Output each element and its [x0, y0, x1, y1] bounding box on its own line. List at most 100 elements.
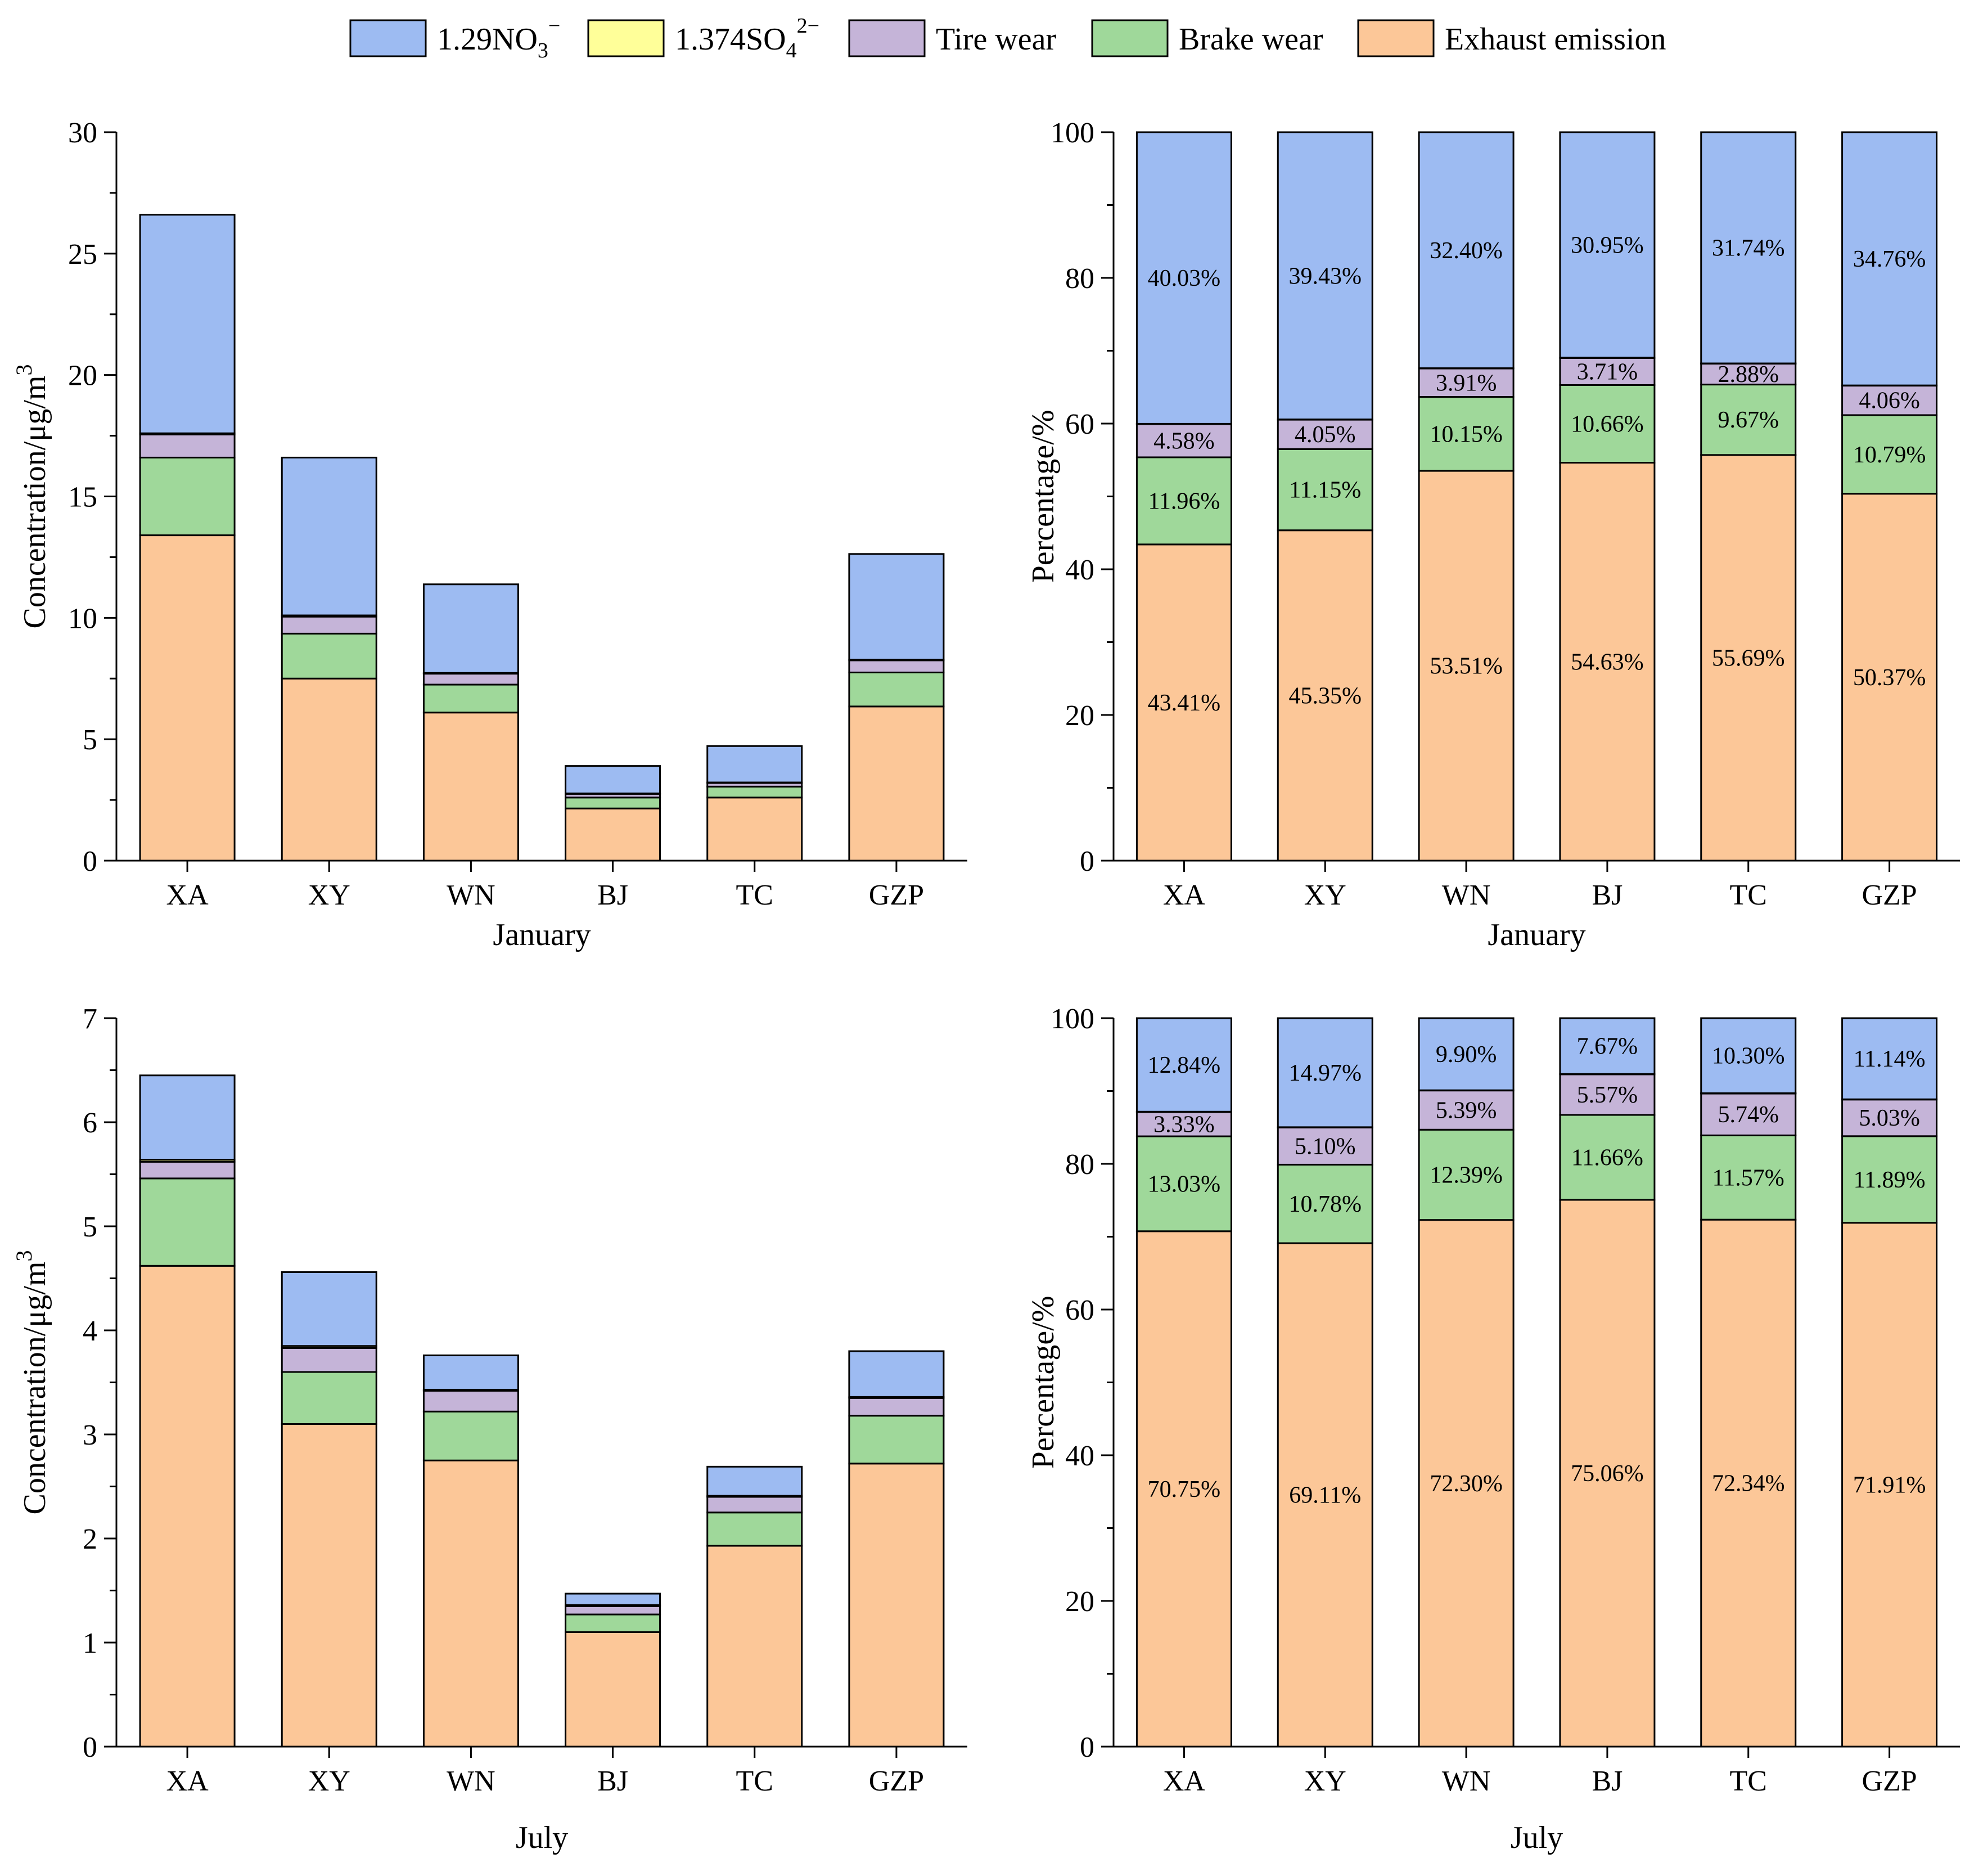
- bar-bj-no3: [565, 1592, 661, 1606]
- bar-xa-exhaust: [1135, 1230, 1232, 1748]
- bar-wn-exhaust: [422, 1459, 519, 1748]
- data-label-wn-exhaust: 72.30%: [1430, 1471, 1503, 1497]
- bar-gzp-brake: [1841, 414, 1938, 495]
- bar-tc-tire: [1700, 362, 1797, 386]
- legend-label-main: Exhaust emission: [1445, 22, 1666, 57]
- legend-label-superscript: 2−: [797, 14, 819, 38]
- data-label-gzp-exhaust: 50.37%: [1853, 665, 1926, 691]
- legend-swatch-no3: [349, 19, 427, 57]
- bar-bj-no3: [1559, 1017, 1656, 1075]
- data-label-tc-exhaust: 72.34%: [1712, 1471, 1785, 1497]
- x-tick-label-gzp: GZP: [1862, 1765, 1917, 1797]
- data-label-gzp-tire: 4.06%: [1859, 388, 1920, 414]
- bar-wn-tire: [1418, 367, 1515, 398]
- y-tick-label: 1: [83, 1627, 97, 1659]
- legend-label-tire: Tire wear: [936, 22, 1056, 57]
- bar-xy-brake: [281, 632, 377, 680]
- legend-swatch-brake: [1091, 19, 1169, 57]
- chart-july-concentration: 0 1 2 3 4 5 6 7 XA XY WN BJ TC GZP July Concentration/μ…: [11, 1003, 967, 1855]
- bar-tc-no3: [1700, 131, 1797, 365]
- bar-bj-exhaust: [565, 807, 661, 862]
- y-axis-title: Percentage/%: [1026, 410, 1061, 583]
- y-tick-label: 3: [83, 1419, 97, 1451]
- data-label-xy-exhaust: 69.11%: [1289, 1483, 1361, 1509]
- bar-xy-no3: [281, 1271, 377, 1347]
- legend-label-main: Brake wear: [1179, 22, 1323, 57]
- data-label-gzp-tire: 5.03%: [1859, 1105, 1920, 1131]
- x-tick-label-xa: XA: [166, 1765, 209, 1797]
- y-tick-label: 20: [1065, 1586, 1094, 1618]
- x-tick-label-tc: TC: [1730, 1765, 1767, 1797]
- data-label-xy-exhaust: 45.35%: [1289, 683, 1362, 709]
- bar-gzp-brake: [848, 671, 945, 708]
- data-label-gzp-brake: 10.79%: [1853, 442, 1926, 468]
- chart-january-percentage: 0 20 40 60 80 100 43.41% 11.96% 4.58% 40.03% XA 45.…: [1026, 117, 1960, 952]
- bar-xy-brake: [281, 1371, 377, 1425]
- bar-bj-exhaust: [1559, 462, 1656, 862]
- bar-gzp-tire: [848, 1397, 945, 1417]
- bar-bj-exhaust: [565, 1631, 661, 1748]
- bar-gzp-brake: [848, 1415, 945, 1465]
- bar-bj-brake: [1559, 1114, 1656, 1201]
- y-axis-title-superscript: 3: [11, 1250, 37, 1262]
- data-label-gzp-brake: 11.89%: [1854, 1167, 1926, 1193]
- bar-xa-no3: [139, 1074, 236, 1161]
- y-tick-label: 4: [83, 1315, 97, 1347]
- bar-wn-no3: [1418, 1017, 1515, 1091]
- bar-xa-brake: [1135, 456, 1232, 546]
- x-tick-label-tc: TC: [736, 1765, 773, 1797]
- bar-wn-brake: [422, 1410, 519, 1461]
- data-label-gzp-exhaust: 71.91%: [1853, 1472, 1926, 1498]
- y-tick-label: 0: [83, 845, 97, 878]
- data-label-wn-tire: 5.39%: [1436, 1097, 1497, 1123]
- data-label-xy-no3: 14.97%: [1289, 1060, 1362, 1086]
- data-label-bj-exhaust: 54.63%: [1571, 649, 1644, 675]
- data-label-xy-brake: 10.78%: [1289, 1191, 1362, 1217]
- x-tick-label-bj: BJ: [1592, 879, 1623, 911]
- y-tick-label: 7: [83, 1003, 97, 1035]
- y-tick-label: 2: [83, 1523, 97, 1555]
- y-tick-label: 100: [1051, 117, 1094, 149]
- x-tick-label-gzp: GZP: [1862, 879, 1917, 911]
- chart-january-concentration: 0 5 10 15 20 25 30 XA XY WN BJ TC GZP January Concentr…: [11, 117, 967, 952]
- x-tick-label-wn: WN: [1442, 1765, 1491, 1797]
- bar-tc-exhaust: [1700, 1218, 1797, 1748]
- x-tick-label-xy: XY: [1304, 879, 1346, 911]
- bar-gzp-no3: [1841, 131, 1938, 386]
- bar-wn-no3: [422, 583, 519, 674]
- legend: 1.29NO3− 1.374SO42− Tire wear Brake wear Exh…: [349, 14, 1666, 62]
- bar-gzp-no3: [848, 553, 945, 661]
- bar-gzp-exhaust: [848, 1463, 945, 1748]
- bar-wn-exhaust: [422, 712, 519, 862]
- y-axis-title-main: Concentration/μg/m: [17, 376, 52, 629]
- y-tick-label: 0: [1080, 845, 1094, 878]
- bar-xa-exhaust: [1135, 543, 1232, 862]
- y-axis-title: Concentration/μg/m3: [11, 365, 52, 629]
- bar-xa-brake: [139, 456, 236, 537]
- y-tick-label: 100: [1051, 1003, 1094, 1035]
- bar-xy-brake: [1277, 1163, 1373, 1244]
- y-tick-label: 25: [68, 239, 97, 271]
- bar-gzp-no3: [848, 1350, 945, 1398]
- x-tick-label-wn: WN: [1442, 879, 1491, 911]
- y-tick-label: 5: [83, 724, 97, 756]
- data-label-bj-no3: 7.67%: [1577, 1034, 1638, 1060]
- bar-xa-exhaust: [139, 1265, 236, 1748]
- data-label-tc-brake: 11.57%: [1712, 1165, 1784, 1191]
- y-axis-title-main: Percentage/%: [1026, 410, 1061, 583]
- x-axis-title: January: [1488, 917, 1585, 952]
- bar-bj-no3: [1559, 131, 1656, 359]
- x-tick-label-wn: WN: [447, 1765, 495, 1797]
- bar-xa-tire: [139, 433, 236, 458]
- bar-bj-brake: [565, 797, 661, 809]
- bar-wn-exhaust: [1418, 470, 1515, 862]
- y-tick-label: 0: [1080, 1731, 1094, 1763]
- y-axis-title-main: Percentage/%: [1026, 1296, 1061, 1469]
- bar-bj-brake: [1559, 384, 1656, 464]
- legend-swatch-so4: [587, 19, 665, 57]
- bar-bj-no3: [565, 765, 661, 794]
- data-label-bj-brake: 10.66%: [1571, 412, 1644, 438]
- y-tick-label: 20: [1065, 700, 1094, 732]
- legend-label-no3: 1.29NO3−: [437, 14, 560, 62]
- legend-label-so4: 1.374SO42−: [675, 14, 819, 62]
